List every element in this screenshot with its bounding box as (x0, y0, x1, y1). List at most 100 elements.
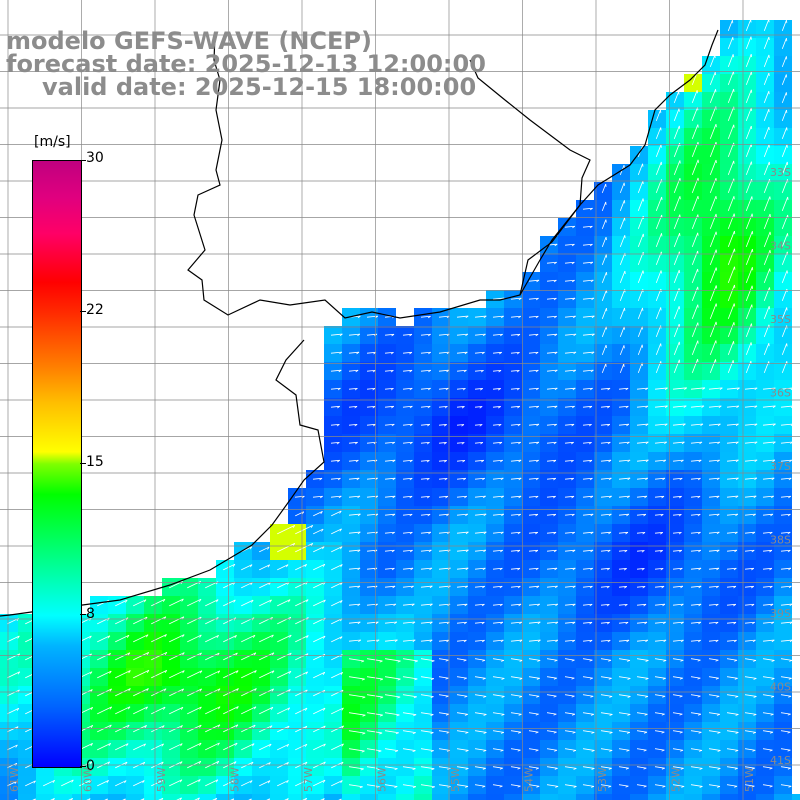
wind-arrow-head (536, 695, 540, 698)
wind-arrow (438, 766, 451, 769)
wind-arrow (169, 706, 184, 715)
wind-arrow-head (428, 549, 432, 553)
wind-arrow-head (253, 652, 257, 656)
wind-arrow (709, 231, 717, 248)
wind-arrow-head (499, 567, 503, 571)
wind-arrow (259, 706, 274, 715)
wind-arrow (654, 676, 666, 679)
wind-arrow-head (125, 761, 128, 765)
wind-arrow (474, 567, 486, 570)
wind-arrow (420, 603, 433, 606)
wind-arrow-head (787, 767, 791, 770)
wind-arrow-head (735, 423, 739, 427)
wind-arrow (420, 477, 430, 480)
wind-arrow-head (735, 750, 739, 752)
wind-arrow (205, 635, 219, 643)
wind-arrow-head (461, 442, 465, 445)
wind-arrow-head (571, 261, 575, 265)
wind-arrow (456, 495, 467, 498)
wind-arrow (97, 743, 111, 751)
wind-arrow-head (161, 779, 164, 783)
wind-arrow-head (536, 785, 540, 788)
wind-arrow-head (445, 713, 449, 716)
wind-arrow-head (89, 635, 92, 639)
wind-arrow-head (341, 743, 344, 747)
wind-arrow-head (591, 750, 595, 752)
wind-arrow-head (412, 786, 417, 789)
wind-arrow (528, 495, 539, 498)
wind-arrow-head (198, 779, 201, 783)
wind-cell (432, 794, 450, 800)
wind-arrow (320, 798, 325, 800)
wind-arrow (744, 549, 755, 552)
wind-arrow (366, 387, 376, 390)
wind-arrow (762, 766, 773, 769)
wind-cell (306, 794, 324, 800)
wind-arrow (727, 360, 734, 374)
wind-arrow-head (570, 460, 574, 463)
wind-arrow-head (288, 670, 292, 674)
wind-arrow (655, 109, 661, 122)
wind-arrow-head (554, 659, 558, 662)
wind-arrow (744, 387, 758, 390)
wind-arrow-head (289, 634, 292, 638)
wind-cell (90, 794, 108, 800)
wind-arrow-head (394, 768, 398, 770)
wind-arrow-head (499, 351, 502, 355)
wind-arrow (284, 798, 289, 800)
wind-arrow (366, 676, 384, 680)
wind-arrow (492, 406, 501, 408)
wind-arrow (438, 621, 450, 624)
wind-arrow (456, 694, 468, 697)
wind-arrow-head (498, 388, 501, 391)
wind-arrow-head (535, 749, 539, 752)
wind-arrow-head (626, 423, 630, 427)
wind-arrow (780, 513, 791, 516)
wind-arrow-head (787, 713, 791, 716)
wind-arrow-head (198, 598, 202, 602)
wind-arrow-head (106, 780, 109, 784)
wind-arrow-head (483, 549, 487, 553)
wind-arrow (474, 351, 485, 354)
colorbar-tick-label: 15 (86, 454, 104, 470)
wind-arrow (690, 405, 705, 408)
wind-arrow-head (285, 564, 289, 568)
wind-arrow (510, 585, 521, 588)
wind-arrow (510, 495, 522, 498)
wind-arrow (205, 599, 219, 607)
wind-arrow-head (180, 743, 183, 747)
wind-arrow-head (180, 725, 183, 729)
wind-arrow (636, 603, 647, 606)
wind-arrow (384, 531, 395, 534)
wind-arrow-head (790, 441, 793, 445)
wind-arrow-head (697, 477, 701, 481)
wind-arrow-head (788, 495, 792, 499)
wind-arrow (618, 712, 631, 715)
wind-arrow (492, 333, 503, 336)
wind-arrow-head (535, 477, 539, 481)
wind-arrow (25, 780, 36, 787)
wind-arrow (187, 616, 202, 625)
wind-arrow (780, 477, 792, 480)
wind-arrow (402, 549, 413, 552)
wind-arrow (564, 730, 576, 733)
wind-arrow-head (236, 706, 239, 710)
wind-arrow (187, 706, 202, 715)
wind-arrow (366, 477, 378, 480)
wind-arrow-head (427, 333, 431, 337)
wind-arrow-head (589, 585, 593, 589)
wind-arrow-head (607, 405, 611, 409)
wind-arrow-head (735, 696, 739, 698)
wind-cell (702, 794, 720, 800)
wind-arrow (780, 766, 791, 769)
wind-arrow-head (734, 549, 738, 553)
wind-arrow (384, 477, 396, 480)
wind-arrow (366, 766, 381, 770)
lat-label: 33S (770, 166, 791, 179)
wind-arrow-head (464, 713, 468, 716)
wind-arrow (582, 621, 593, 624)
wind-arrow (546, 621, 559, 624)
wind-arrow-head (573, 786, 577, 788)
wind-arrow-head (572, 225, 576, 229)
wind-arrow-head (555, 639, 559, 643)
